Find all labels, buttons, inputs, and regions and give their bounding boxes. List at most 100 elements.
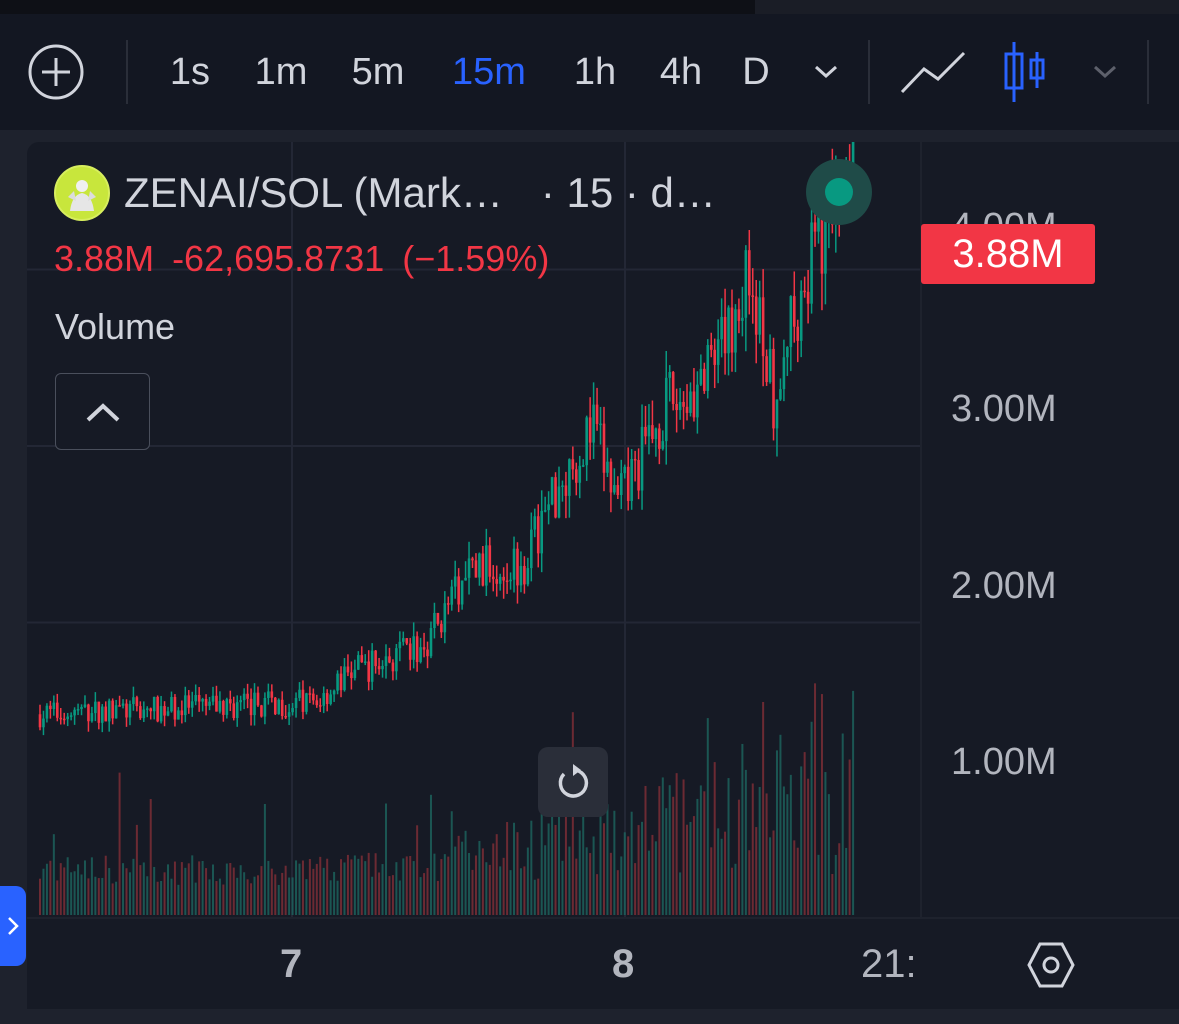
candle-body (678, 401, 682, 411)
volume-bar (755, 827, 758, 915)
candle-body (315, 700, 319, 706)
volume-bar (59, 863, 62, 915)
candle-body (284, 715, 287, 718)
interval-4h[interactable]: 4h (659, 50, 703, 93)
volume-bar (519, 868, 522, 915)
symbol-name[interactable]: ZENAI/SOL (Mark… (124, 169, 503, 216)
volume-bar (731, 867, 733, 915)
add-indicator-button[interactable] (22, 14, 90, 130)
volume-bar (295, 860, 298, 915)
volume-bar (433, 853, 436, 915)
volume-bar (218, 878, 221, 915)
volume-bar (364, 861, 367, 915)
volume-bar (620, 856, 623, 915)
volume-bar (713, 762, 716, 915)
volume-indicator-label[interactable]: Volume (55, 306, 176, 347)
volume-bar (741, 743, 744, 915)
volume-bar (526, 847, 529, 915)
chart-type-menu-button[interactable] (1088, 14, 1122, 130)
volume-bar (39, 878, 41, 915)
candle-body (609, 461, 613, 493)
volume-bar (128, 872, 131, 915)
volume-bar (391, 875, 394, 915)
volume-bar (696, 798, 699, 915)
volume-bar (675, 773, 678, 915)
chart-settings-button[interactable] (1026, 940, 1076, 990)
candle-body (703, 368, 706, 391)
candle-body (526, 568, 530, 585)
price-chart[interactable] (27, 142, 920, 917)
interval-1h[interactable]: 1h (573, 50, 617, 93)
volume-bar (97, 878, 100, 915)
candle-body (467, 558, 471, 578)
interval-5m[interactable]: 5m (351, 50, 405, 93)
volume-bar (405, 856, 408, 915)
volume-bar (229, 862, 232, 915)
candle-body (588, 417, 592, 443)
candle-body (706, 345, 710, 391)
volume-bar (322, 867, 325, 915)
candle-body (142, 709, 146, 719)
reset-chart-button[interactable] (538, 747, 608, 817)
candle-body (135, 697, 139, 707)
symbol-legend[interactable]: ZENAI/SOL (Mark… · 15 · d… (54, 165, 716, 221)
volume-bar (765, 793, 768, 915)
volume-bar (412, 861, 415, 915)
volume-bar (274, 874, 277, 915)
time-axis[interactable] (27, 919, 1179, 1009)
volume-bar (582, 795, 585, 915)
toolbar-separator (868, 40, 870, 104)
interval-D[interactable]: D (742, 50, 770, 93)
time-tick-21: 21: (861, 942, 917, 986)
volume-bar (170, 878, 173, 915)
chart-pane[interactable] (27, 142, 920, 917)
volume-bar (225, 863, 228, 915)
candle-body (277, 699, 281, 715)
candle-body (602, 423, 606, 473)
interval-1s[interactable]: 1s (169, 50, 211, 93)
candle-body (523, 565, 526, 585)
candle-body (301, 689, 305, 712)
candle-body (298, 689, 301, 698)
candle-body (339, 673, 343, 691)
candle-body (671, 372, 675, 404)
candle-body (218, 701, 222, 712)
candle-body (543, 510, 547, 512)
interval-15m[interactable]: 15m (452, 50, 526, 93)
candle-body (478, 553, 481, 578)
collapse-legend-button[interactable] (55, 373, 150, 450)
volume-bar (609, 852, 612, 915)
candle-body (824, 211, 827, 274)
candle-body (62, 718, 66, 721)
bottom-strip (27, 1012, 1179, 1024)
candle-body (190, 701, 194, 708)
volume-bar (717, 828, 720, 915)
interval-1m[interactable]: 1m (254, 50, 308, 93)
line-chart-button[interactable] (896, 14, 970, 130)
candlestick-chart-button[interactable] (1000, 14, 1050, 130)
candle-body (173, 697, 177, 720)
candle-body (249, 698, 253, 716)
volume-bar (329, 880, 332, 915)
candle-body (651, 425, 654, 440)
volume-bar (312, 868, 315, 915)
candle-body (270, 691, 274, 698)
candle-body (457, 576, 460, 605)
candle-body (578, 465, 582, 483)
candle-body (474, 560, 478, 578)
candle-body (654, 428, 658, 440)
interval-menu-button[interactable] (808, 14, 844, 130)
candle-body (682, 401, 685, 407)
token-avatar (54, 165, 110, 221)
volume-bar (201, 860, 204, 915)
market-status-indicator[interactable] (806, 159, 872, 225)
candle-body (699, 368, 703, 385)
sidebar-expand-button[interactable] (0, 886, 26, 966)
volume-bar (305, 879, 308, 915)
volume-bar (388, 876, 391, 915)
candle-body (38, 714, 42, 728)
volume-bar (353, 855, 356, 915)
candle-body (66, 716, 69, 720)
chevron-down-icon (1093, 65, 1117, 79)
volume-bar (284, 865, 287, 915)
